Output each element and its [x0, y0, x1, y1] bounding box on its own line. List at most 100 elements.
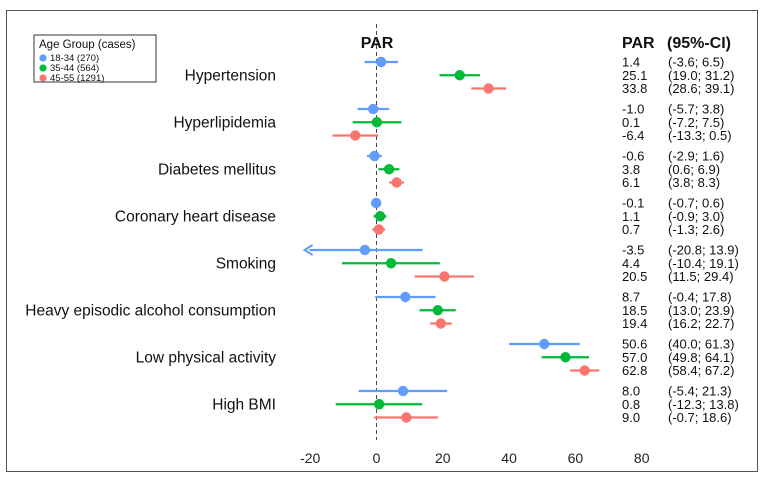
ci-value: (-1.3; 2.6)	[668, 222, 724, 237]
point-estimate-35-44	[383, 164, 395, 175]
category-label: Low physical activity	[136, 349, 277, 366]
ci-value: (-0.4; 17.8)	[668, 290, 732, 305]
ci-value: (11.5; 29.4)	[668, 269, 734, 284]
ci-value: (-20.8; 13.9)	[668, 243, 739, 258]
category-smoking: Smoking -3.5 (-20.8; 13.9) 4.4 (-10.4; 19.1)…	[216, 243, 739, 285]
category-diabetes-mellitus: Diabetes mellitus -0.6 (-2.9; 1.6) 3.8 (0.6;…	[158, 149, 724, 191]
point-estimate-18-34	[400, 291, 411, 303]
figure-frame	[6, 10, 758, 472]
x-tick-label: 20	[435, 450, 451, 466]
x-tick-label: 0	[373, 450, 381, 466]
par-value: 1.4	[622, 55, 640, 70]
category-label: Smoking	[216, 255, 276, 272]
par-value: -1.0	[622, 102, 644, 117]
plot-header-par: PAR	[361, 35, 394, 52]
par-value: 8.0	[622, 384, 640, 399]
point-estimate-45-55	[391, 177, 402, 188]
ci-value: (-12.3; 13.8)	[668, 397, 739, 412]
point-estimate-18-34	[539, 338, 550, 350]
ci-value: (-0.7; 18.6)	[668, 410, 732, 425]
point-estimate-45-55	[439, 271, 450, 282]
table-header-par: PAR	[622, 35, 655, 52]
par-value: 33.8	[622, 81, 647, 96]
category-label: Diabetes mellitus	[158, 161, 276, 178]
ci-value: (-5.7; 3.8)	[668, 102, 724, 117]
ci-value: (-2.9; 1.6)	[668, 149, 724, 164]
ci-value: (58.4; 67.2)	[668, 363, 735, 378]
par-value: 6.1	[622, 175, 640, 190]
par-value: 19.4	[622, 316, 647, 331]
point-estimate-35-44	[374, 211, 386, 222]
par-value: 25.1	[622, 68, 647, 83]
ci-value: (19.0; 31.2)	[668, 68, 735, 83]
point-estimate-18-34	[359, 244, 371, 256]
point-estimate-45-55	[401, 412, 412, 423]
point-estimate-35-44	[385, 258, 397, 269]
legend-box	[33, 34, 157, 83]
par-value: 50.6	[622, 337, 647, 352]
ci-arrow-18-34	[302, 244, 314, 256]
par-value: 4.4	[622, 256, 640, 271]
point-estimate-45-55	[373, 224, 385, 235]
point-estimate-45-55	[350, 130, 361, 141]
point-estimate-35-44	[560, 352, 571, 363]
ci-value: (49.8; 64.1)	[668, 350, 735, 365]
ci-value: (-10.4; 19.1)	[668, 256, 739, 271]
legend-marker-35-44	[39, 64, 47, 72]
par-value: 0.8	[622, 397, 640, 412]
legend-marker-45-55	[39, 74, 47, 82]
ci-value: (-5.4; 21.3)	[668, 384, 732, 399]
x-axis: -20 0 20 40 60 80	[300, 450, 650, 466]
ci-value: (0.6; 6.9)	[668, 162, 720, 177]
point-estimate-18-34	[375, 56, 387, 68]
par-value: -0.6	[622, 149, 644, 164]
ci-value: (-7.2; 7.5)	[668, 115, 724, 130]
point-estimate-18-34	[397, 385, 409, 397]
par-value: 0.7	[622, 222, 640, 237]
legend-label-18-34: 18-34 (270)	[50, 53, 99, 64]
category-high-bmi: High BMI 8.0 (-5.4; 21.3) 0.8 (-12.3; 13.8) 9…	[212, 384, 739, 426]
category-label: High BMI	[212, 396, 276, 413]
category-hyperlipidemia: Hyperlipidemia -1.0 (-5.7; 3.8) 0.1 (-7.2; 7…	[173, 102, 731, 144]
par-value: 20.5	[622, 269, 647, 284]
ci-value: (16.2; 22.7)	[668, 316, 735, 331]
point-estimate-18-34	[369, 150, 380, 162]
point-estimate-45-55	[435, 318, 447, 329]
x-tick-label: 80	[634, 450, 650, 466]
ci-value: (40.0; 61.3)	[668, 337, 735, 352]
legend-marker-18-34	[39, 54, 47, 62]
category-low-physical-activity: Low physical activity 50.6 (40.0; 61.3) 57.…	[136, 337, 735, 379]
legend-title: Age Group (cases)	[39, 39, 136, 51]
ci-value: (-0.7; 0.6)	[668, 196, 724, 211]
par-value: 0.1	[622, 115, 640, 130]
par-value: 1.1	[622, 209, 640, 224]
category-hypertension: Hypertension 1.4 (-3.6; 6.5) 25.1 (19.0; 31.…	[185, 55, 735, 97]
ci-value: (-0.9; 3.0)	[668, 209, 724, 224]
point-estimate-35-44	[454, 70, 465, 81]
ci-value: (-13.3; 0.5)	[668, 128, 732, 143]
category-coronary-heart-disease: Coronary heart disease -0.1 (-0.7; 0.6) 1.1…	[115, 196, 724, 238]
forest-rows: Hypertension 1.4 (-3.6; 6.5) 25.1 (19.0; 31.…	[25, 55, 739, 426]
category-label: Coronary heart disease	[115, 208, 276, 225]
category-label: Heavy episodic alcohol consumption	[25, 302, 276, 319]
par-value: 8.7	[622, 290, 640, 305]
category-label: Hyperlipidemia	[173, 114, 276, 131]
point-estimate-18-34	[370, 197, 382, 209]
par-value: 18.5	[622, 303, 647, 318]
ci-value: (-3.6; 6.5)	[668, 55, 724, 70]
par-value: -0.1	[622, 196, 644, 211]
legend-label-35-44: 35-44 (564)	[50, 63, 99, 74]
ci-value: (3.8; 8.3)	[668, 175, 720, 190]
point-estimate-35-44	[432, 305, 444, 316]
point-estimate-35-44	[371, 117, 383, 128]
point-estimate-18-34	[367, 103, 379, 115]
par-value: -3.5	[622, 243, 644, 258]
ci-value: (28.6; 39.1)	[668, 81, 735, 96]
ci-value: (13.0; 23.9)	[668, 303, 735, 318]
point-estimate-35-44	[373, 399, 385, 410]
par-value: -6.4	[622, 128, 644, 143]
x-tick-label: 60	[568, 450, 584, 466]
point-estimate-45-55	[579, 365, 590, 376]
legend-label-45-55: 45-55 (1291)	[50, 73, 104, 84]
